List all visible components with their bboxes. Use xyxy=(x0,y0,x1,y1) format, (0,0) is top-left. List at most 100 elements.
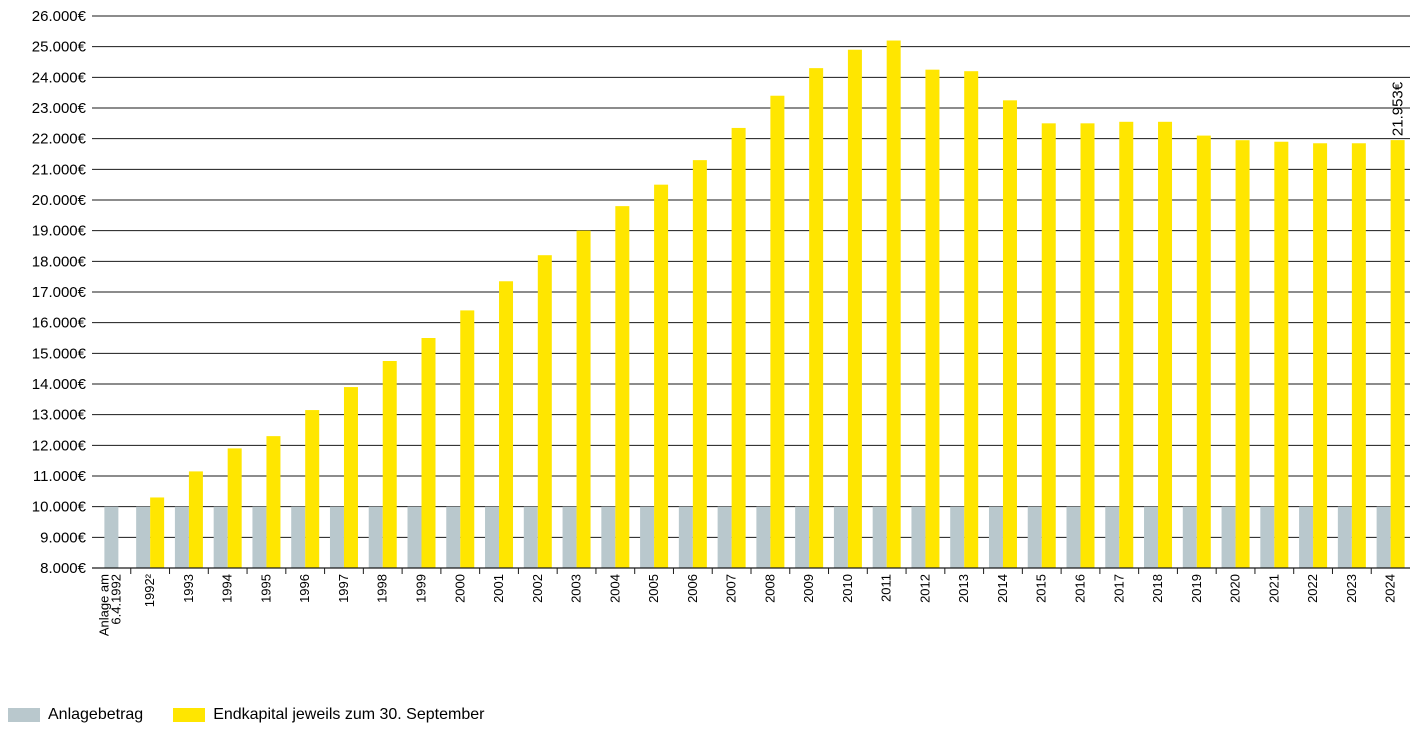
y-tick-label: 26.000€ xyxy=(32,8,87,25)
bar-anlagebetrag xyxy=(833,506,848,568)
bar-anlagebetrag xyxy=(252,506,267,568)
bar-anlagebetrag xyxy=(601,506,616,568)
x-tick-label: 2010 xyxy=(840,574,855,603)
bar-endkapital xyxy=(615,206,630,568)
x-tick-label: 2020 xyxy=(1228,574,1243,603)
y-tick-label: 9.000€ xyxy=(40,529,87,546)
bar-endkapital xyxy=(847,49,862,568)
bar-endkapital xyxy=(1351,143,1366,568)
bar-endkapital xyxy=(964,71,979,568)
bar-endkapital xyxy=(150,497,165,568)
y-tick-label: 14.000€ xyxy=(32,376,87,393)
bar-anlagebetrag xyxy=(988,506,1003,568)
bar-anlagebetrag xyxy=(1144,506,1159,568)
x-tick-label: 2001 xyxy=(491,574,506,603)
bar-endkapital xyxy=(886,40,901,569)
legend-swatch-endkapital xyxy=(173,708,206,722)
bar-endkapital xyxy=(266,436,281,568)
x-tick-label: 2000 xyxy=(452,574,467,603)
x-tick-label: 2011 xyxy=(879,574,894,602)
bar-anlagebetrag xyxy=(104,506,119,568)
x-tick-label: 2008 xyxy=(762,574,777,603)
bar-anlagebetrag xyxy=(640,506,655,568)
x-tick-label: 2017 xyxy=(1111,574,1126,603)
bar-anlagebetrag xyxy=(717,506,732,568)
bar-anlagebetrag xyxy=(950,506,965,568)
x-tick-label: 2007 xyxy=(724,574,739,603)
x-tick-label: 2004 xyxy=(607,574,622,603)
bar-endkapital xyxy=(460,310,475,568)
x-tick-label: 2023 xyxy=(1344,574,1359,603)
bar-endkapital xyxy=(576,230,591,568)
bar-anlagebetrag xyxy=(1376,506,1391,568)
bar-anlagebetrag xyxy=(756,506,771,568)
bar-anlagebetrag xyxy=(213,506,228,568)
y-tick-label: 8.000€ xyxy=(40,560,87,577)
y-tick-label: 20.000€ xyxy=(32,192,87,209)
y-tick-label: 19.000€ xyxy=(32,223,87,240)
bar-anlagebetrag xyxy=(368,506,383,568)
x-tick-label: 2012 xyxy=(917,574,932,603)
x-tick-label: 2003 xyxy=(569,574,584,603)
bar-endkapital xyxy=(382,361,397,568)
bar-endkapital xyxy=(343,387,358,568)
bar-endkapital xyxy=(1002,100,1017,568)
bar-anlagebetrag xyxy=(446,506,461,568)
y-tick-label: 23.000€ xyxy=(32,100,87,117)
bar-endkapital xyxy=(654,184,669,568)
x-tick-label: 2005 xyxy=(646,574,661,603)
x-tick-label: 2009 xyxy=(801,574,816,603)
bar-anlagebetrag xyxy=(1105,506,1120,568)
bar-endkapital xyxy=(499,281,514,568)
y-tick-label: 21.000€ xyxy=(32,161,87,178)
x-tick-label: 2015 xyxy=(1034,574,1049,603)
y-tick-label: 10.000€ xyxy=(32,499,87,516)
bar-endkapital xyxy=(1080,123,1095,568)
bar-endkapital xyxy=(809,68,824,568)
x-tick-label: 1993 xyxy=(181,574,196,603)
bar-anlagebetrag xyxy=(872,506,887,568)
x-tick-label: 1995 xyxy=(258,574,273,603)
last-value-label: 21.953€ xyxy=(1390,81,1407,136)
bar-endkapital xyxy=(770,95,785,568)
bars xyxy=(104,40,1405,569)
x-tick-label: 2019 xyxy=(1189,574,1204,603)
x-tick-label: 2018 xyxy=(1150,574,1165,603)
bar-endkapital xyxy=(1119,121,1134,569)
y-tick-label: 12.000€ xyxy=(32,437,87,454)
bar-anlagebetrag xyxy=(485,506,500,568)
x-tick-label: 2013 xyxy=(956,574,971,603)
x-tick-label: 1999 xyxy=(414,574,429,603)
bar-endkapital xyxy=(1313,143,1328,568)
legend-label-endkapital: Endkapital jeweils zum 30. September xyxy=(213,706,485,723)
bar-anlagebetrag xyxy=(329,506,344,568)
x-tick-label: 1994 xyxy=(220,574,235,603)
x-tick-label: 2002 xyxy=(530,574,545,603)
bar-anlagebetrag xyxy=(1337,506,1352,568)
bar-anlagebetrag xyxy=(1027,506,1042,568)
bar-endkapital xyxy=(925,69,940,569)
x-tick-label: 2014 xyxy=(995,574,1010,603)
bar-endkapital xyxy=(188,471,203,568)
bar-endkapital xyxy=(227,448,242,568)
bar-endkapital xyxy=(537,255,552,568)
bar-endkapital xyxy=(1274,141,1289,568)
y-tick-label: 16.000€ xyxy=(32,315,87,332)
bar-chart: 8.000€ 9.000€ 10.000€ 11.000€ 12.000€ 13.000€… xyxy=(32,8,1410,636)
bar-anlagebetrag xyxy=(795,506,810,568)
bar-anlagebetrag xyxy=(911,506,926,568)
bar-anlagebetrag xyxy=(407,506,422,568)
y-tick-label: 25.000€ xyxy=(32,39,87,56)
bar-anlagebetrag xyxy=(1066,506,1081,568)
grid-lines xyxy=(92,15,1410,538)
bar-endkapital xyxy=(692,160,707,568)
bar-anlagebetrag xyxy=(1299,506,1314,568)
bar-anlagebetrag xyxy=(291,506,306,568)
x-tick-label: 2021 xyxy=(1266,574,1281,603)
x-tick-label: 2016 xyxy=(1073,574,1088,603)
x-tick-label: 2024 xyxy=(1383,574,1398,603)
bar-endkapital xyxy=(731,127,746,568)
bar-endkapital xyxy=(1196,135,1211,568)
bar-anlagebetrag xyxy=(136,506,151,568)
legend-swatch-anlagebetrag xyxy=(8,708,40,722)
